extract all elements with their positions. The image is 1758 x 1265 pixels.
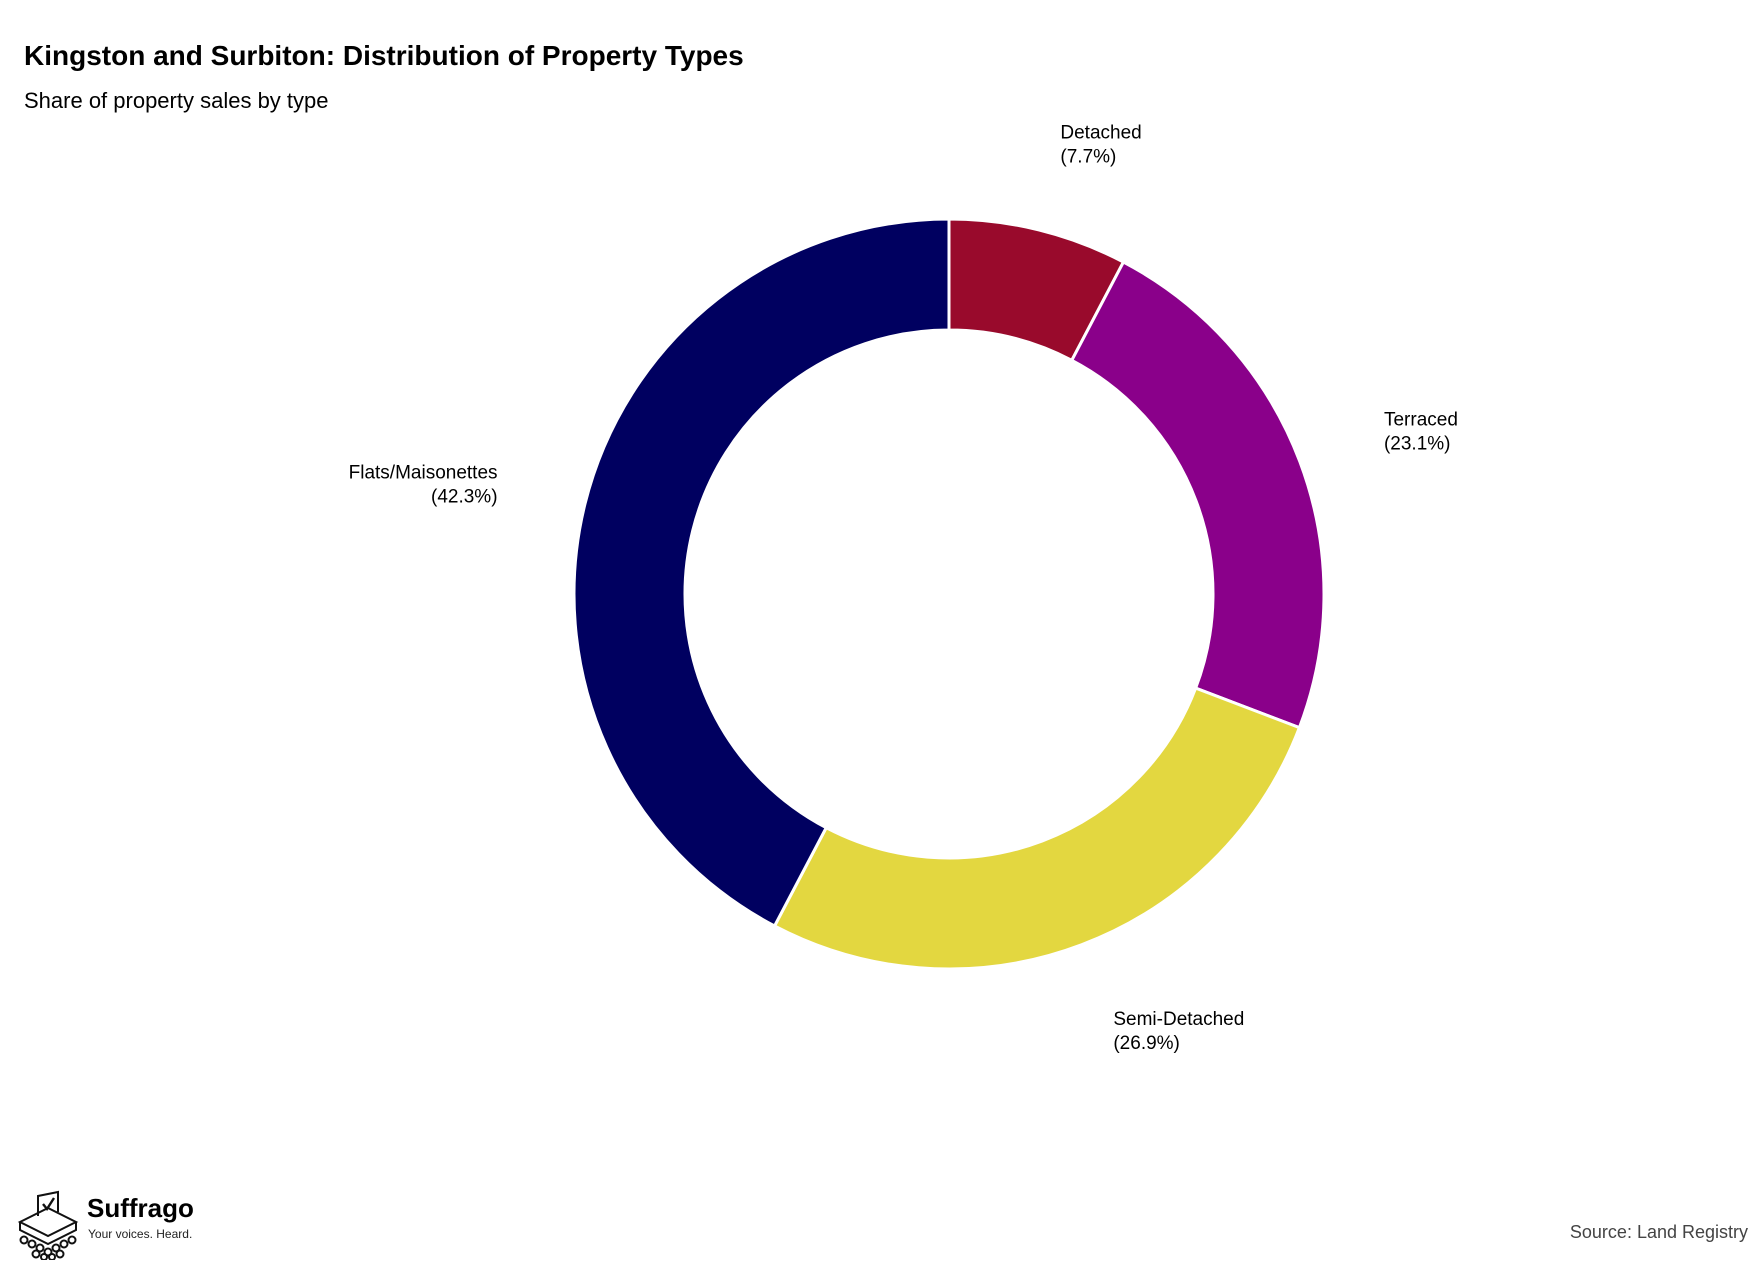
slice-label-semi-detached: Semi-Detached (26.9%) [1113,1009,1244,1054]
chart-title: Kingston and Surbiton: Distribution of P… [24,40,744,71]
source-note: Source: Land Registry [1569,1222,1748,1242]
slice-flats-maisonettes [572,217,951,928]
slice-label-terraced: Terraced (23.1%) [1384,410,1458,455]
label-group: Detached (7.7%) Terraced (23.1%) Semi-Detach… [349,123,1458,1054]
slice-label-flats-maisonettes: Flats/Maisonettes (42.3%) [349,463,498,508]
slice-semi-detached [772,686,1302,971]
brand-tagline: Your voices. Heard. [88,1227,193,1241]
chart-subtitle: Share of property sales by type [24,88,329,113]
slice-group [572,217,1326,971]
slice-label-detached: Detached (7.7%) [1060,123,1141,168]
brand-name: Suffrago [87,1193,194,1223]
ballot-box-logo-icon [17,1190,79,1260]
slice-terraced [1069,260,1326,730]
